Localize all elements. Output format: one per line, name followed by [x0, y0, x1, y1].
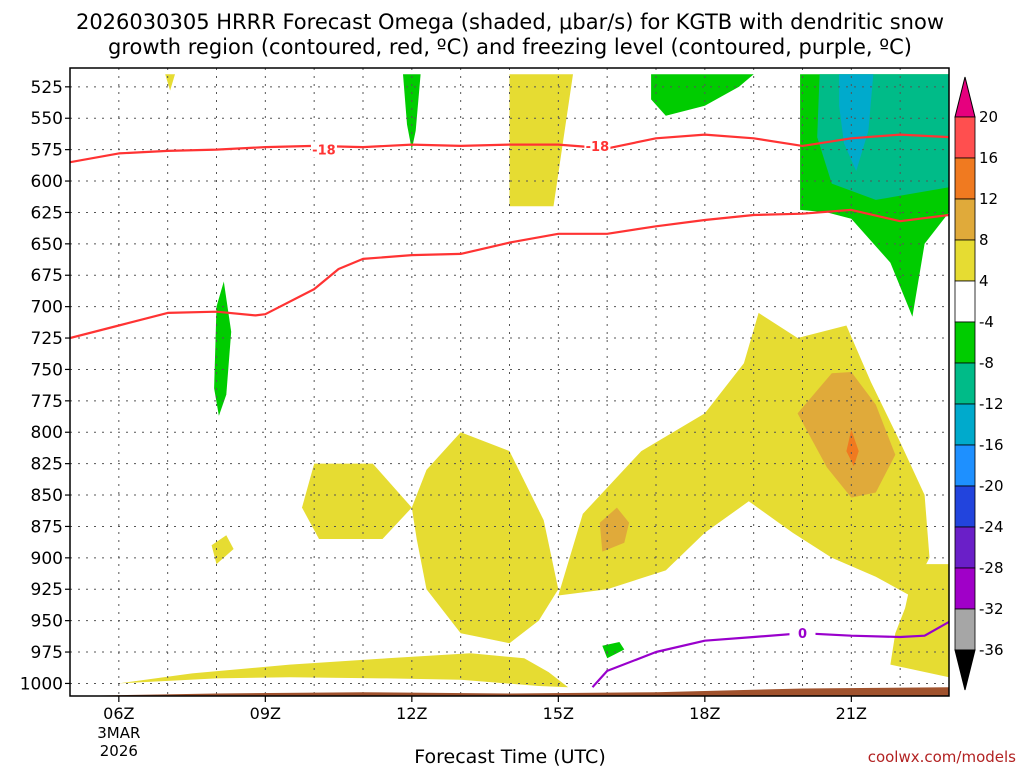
y-axis: 525 550 575 600 625 650 675 700 725 750 775 800 825 8…	[20, 78, 70, 694]
chart-title-line-1: 2026030305 HRRR Forecast Omega (shaded, …	[76, 10, 944, 34]
colorbar-swatch	[954, 567, 976, 610]
terrain	[70, 687, 949, 696]
omega-region-6	[165, 74, 175, 91]
x-tick-label: 15Z	[543, 704, 574, 723]
colorbar-swatch	[954, 239, 976, 282]
omega-region-1	[302, 463, 412, 539]
colorbar-tick-label: -24	[979, 518, 1004, 536]
colorbar-tick-label: -32	[979, 600, 1004, 618]
colorbar-tick-label: 20	[979, 108, 998, 126]
omega-region-12	[214, 281, 232, 416]
colorbar-tick-label: -36	[979, 641, 1004, 659]
contour-label-bg	[584, 137, 611, 154]
colorbar-swatch	[954, 280, 976, 323]
contour-label-bg	[789, 625, 816, 642]
colorbar-swatch	[954, 485, 976, 528]
credit-text: coolwx.com/models	[868, 748, 1016, 766]
colorbar-tick-label: 4	[979, 272, 989, 290]
y-tick-label: 925	[31, 580, 63, 600]
colorbar-swatch	[954, 321, 976, 364]
y-tick-label: 550	[31, 109, 63, 129]
contour-label: 0	[798, 627, 807, 642]
omega-region-15	[602, 642, 625, 659]
plot-area: -18 -18 0	[70, 68, 949, 696]
y-tick-label: 625	[31, 203, 63, 223]
y-tick-label: 875	[31, 517, 63, 537]
grid	[70, 68, 949, 696]
colorbar-swatch	[954, 362, 976, 405]
colorbar-swatch	[954, 608, 976, 651]
contour-line-1	[70, 208, 949, 340]
omega-region-5	[509, 74, 573, 207]
omega-region-10	[846, 429, 859, 467]
y-tick-label: 700	[31, 298, 63, 318]
y-tick-label: 650	[31, 235, 63, 255]
colorbar-swatch	[954, 116, 976, 159]
colorbar-swatch	[954, 403, 976, 446]
colorbar-tick-label: -28	[979, 559, 1004, 577]
colorbar: 20 16 12 8 4 -4 -8 -12 -16 -20 -24 -28 -32 -36	[954, 76, 1004, 691]
terrain-fill	[70, 687, 949, 696]
omega-region-13	[651, 74, 754, 116]
colorbar-swatch	[954, 526, 976, 569]
y-tick-label: 900	[31, 549, 63, 569]
x-axis-label: Forecast Time (UTC)	[414, 746, 605, 768]
colorbar-tick-label: -8	[979, 354, 994, 372]
x-tick-label: 18Z	[689, 704, 720, 723]
contour-line-0	[70, 133, 949, 164]
contour-label: -18	[312, 144, 336, 159]
contours: -18 -18 0	[70, 133, 949, 688]
y-tick-label: 750	[31, 360, 63, 380]
y-tick-label: 600	[31, 172, 63, 192]
omega-region-2	[411, 432, 559, 644]
colorbar-top-arrow	[954, 76, 976, 118]
colorbar-tick-label: -4	[979, 313, 994, 331]
colorbar-swatch	[954, 444, 976, 487]
x-date-label: 2026	[100, 742, 138, 760]
y-tick-label: 575	[31, 141, 63, 161]
y-tick-label: 775	[31, 392, 63, 412]
x-tick-label: 09Z	[250, 704, 281, 723]
colorbar-swatch	[954, 157, 976, 200]
colorbar-tick-label: -12	[979, 395, 1004, 413]
contour-label: -18	[586, 140, 610, 155]
colorbar-bottom-arrow	[954, 649, 976, 691]
y-tick-label: 800	[31, 423, 63, 443]
x-tick-label: 06Z	[103, 704, 134, 723]
y-tick-label: 825	[31, 455, 63, 475]
y-tick-label: 975	[31, 643, 63, 663]
contour-label-bg	[310, 141, 337, 158]
omega-shading	[118, 74, 949, 688]
plot-frame	[69, 67, 950, 697]
contour-line-2	[591, 620, 949, 688]
omega-region-11	[403, 74, 421, 150]
y-tick-label: 850	[31, 486, 63, 506]
y-tick-label: 725	[31, 329, 63, 349]
colorbar-swatch	[954, 198, 976, 241]
colorbar-tick-label: -16	[979, 436, 1004, 454]
omega-region-7	[211, 535, 234, 565]
colorbar-tick-label: 16	[979, 149, 998, 167]
y-tick-label: 525	[31, 78, 63, 98]
chart-title-line-2: growth region (contoured, red, ºC) and f…	[108, 35, 912, 59]
y-tick-label: 950	[31, 612, 63, 632]
colorbar-tick-label: 12	[979, 190, 998, 208]
x-tick-label: 12Z	[396, 704, 427, 723]
omega-region-17	[839, 74, 874, 171]
y-tick-label: 1000	[20, 674, 63, 694]
colorbar-tick-label: -20	[979, 477, 1004, 495]
omega-region-8	[797, 372, 896, 498]
omega-region-0	[118, 653, 569, 688]
colorbar-tick-label: 8	[979, 231, 989, 249]
x-tick-label: 21Z	[836, 704, 867, 723]
x-date-label: 3MAR	[97, 724, 140, 742]
y-tick-label: 675	[31, 266, 63, 286]
